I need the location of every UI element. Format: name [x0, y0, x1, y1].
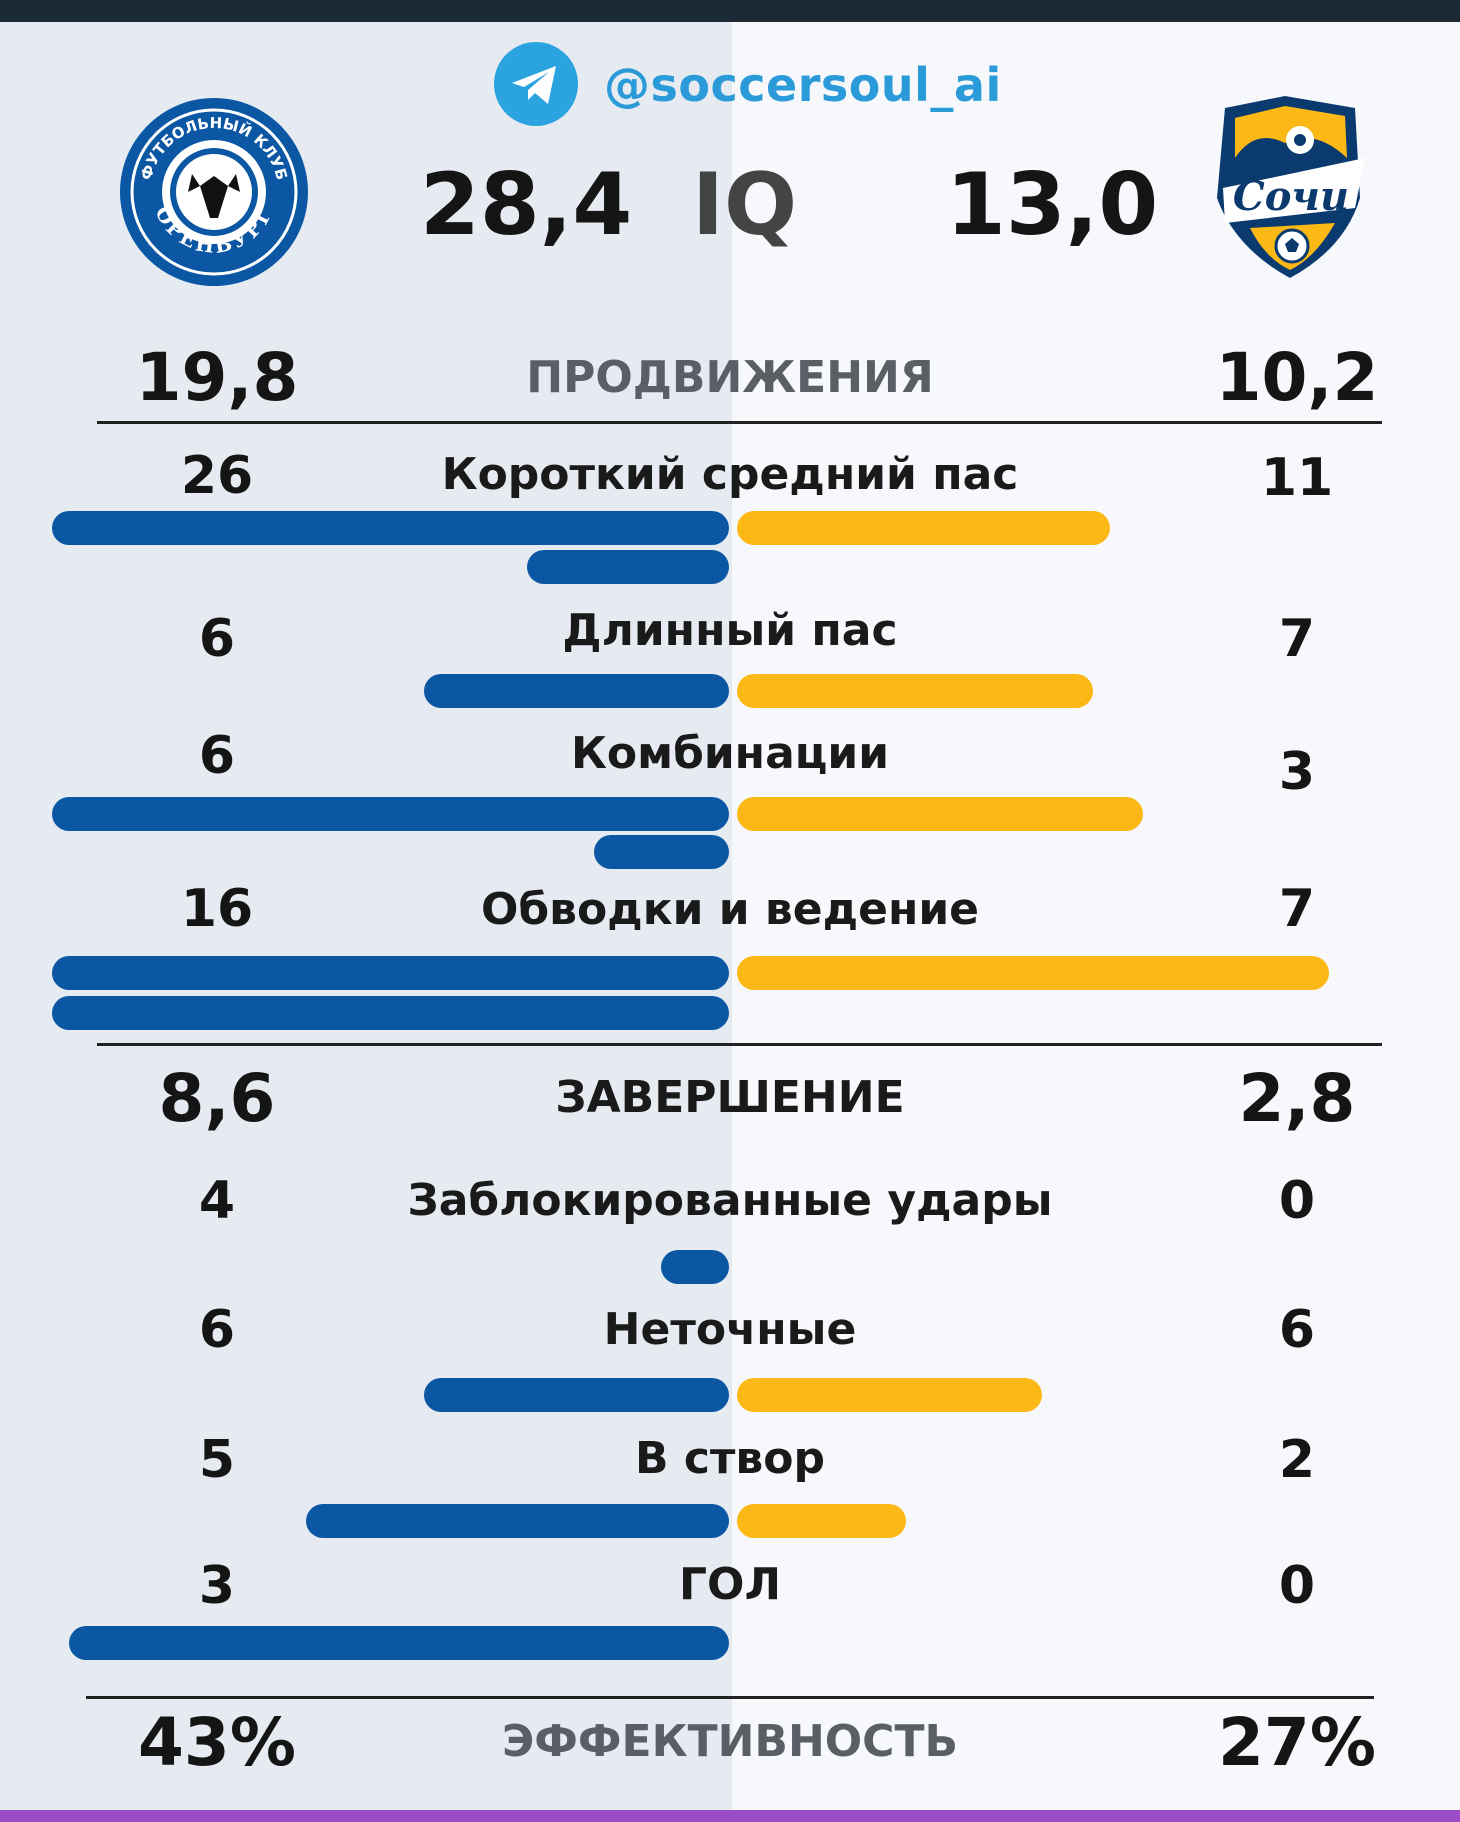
stat-bar-right	[737, 1504, 906, 1538]
stat-bar-left-extra	[594, 835, 729, 869]
stat-left-value: 6	[198, 609, 236, 669]
stat-label: Комбинации	[570, 728, 890, 779]
section-progression-left: 19,8	[135, 339, 299, 416]
section-finishing-left: 8,6	[158, 1060, 276, 1137]
stat-bar-left	[306, 1504, 729, 1538]
stat-right-value: 7	[1278, 609, 1316, 669]
stat-right-value: 6	[1278, 1300, 1316, 1360]
efficiency-right: 27%	[1218, 1704, 1376, 1781]
stat-left-value: 16	[180, 879, 254, 939]
stat-right-value: 2	[1278, 1430, 1316, 1490]
channel-handle[interactable]: @soccersoul_ai	[604, 58, 1002, 112]
sochi-logo: Сочи	[1217, 96, 1365, 278]
section-finishing-right: 2,8	[1238, 1060, 1356, 1137]
svg-text:Сочи: Сочи	[1233, 173, 1349, 220]
stat-left-value: 6	[198, 726, 236, 786]
stat-bar-left	[69, 1626, 729, 1660]
stat-bar-right	[737, 1378, 1042, 1412]
stat-bar-left	[424, 1378, 729, 1412]
stat-bar-left	[52, 511, 729, 545]
top-bar	[0, 0, 1460, 22]
orenburg-logo: ФУТБОЛЬНЫЙ КЛУБ ОРЕНБУРГ	[120, 98, 308, 286]
stat-left-value: 5	[198, 1430, 236, 1490]
stat-left-value: 4	[198, 1171, 236, 1231]
stat-bar-left-extra	[527, 550, 729, 584]
stat-right-value: 0	[1278, 1556, 1316, 1616]
telegram-icon	[494, 42, 578, 126]
stat-label: Заблокированные удары	[407, 1175, 1053, 1226]
stat-right-value: 11	[1260, 448, 1334, 508]
stat-label: Неточные	[603, 1304, 857, 1355]
stat-label: Длинный пас	[562, 605, 898, 656]
stat-bar-right	[737, 797, 1143, 831]
efficiency-left: 43%	[138, 1704, 296, 1781]
efficiency-title: ЭФФЕКТИВНОСТЬ	[501, 1716, 959, 1767]
section-progression-right: 10,2	[1215, 339, 1379, 416]
iq-right-value: 13,0	[946, 155, 1159, 255]
stat-bar-right	[737, 511, 1110, 545]
section-divider	[97, 421, 1382, 424]
stat-right-value: 7	[1278, 879, 1316, 939]
stat-left-value: 6	[198, 1300, 236, 1360]
stat-bar-left	[52, 797, 729, 831]
section-finishing-title: ЗАВЕРШЕНИЕ	[555, 1072, 905, 1123]
stat-label: В створ	[634, 1433, 825, 1484]
bottom-bar	[0, 1810, 1460, 1822]
stat-right-value: 0	[1278, 1171, 1316, 1231]
section-progression-title: ПРОДВИЖЕНИЯ	[526, 352, 934, 403]
section-divider	[86, 1696, 1374, 1699]
stat-bar-right	[737, 956, 1329, 990]
iq-label: IQ	[692, 155, 798, 255]
stat-bar-left	[52, 956, 729, 990]
stat-label: ГОЛ	[679, 1559, 781, 1610]
stat-bar-right	[737, 674, 1093, 708]
stat-bar-left	[661, 1250, 729, 1284]
stat-bar-left	[424, 674, 729, 708]
stat-label: Короткий средний пас	[441, 449, 1019, 500]
stat-left-value: 26	[180, 446, 254, 506]
stat-label: Обводки и ведение	[480, 884, 980, 935]
stat-bar-left-extra	[52, 996, 729, 1030]
stat-left-value: 3	[198, 1556, 236, 1616]
section-divider	[97, 1043, 1382, 1046]
stat-right-value: 3	[1278, 742, 1316, 802]
iq-left-value: 28,4	[420, 155, 633, 255]
